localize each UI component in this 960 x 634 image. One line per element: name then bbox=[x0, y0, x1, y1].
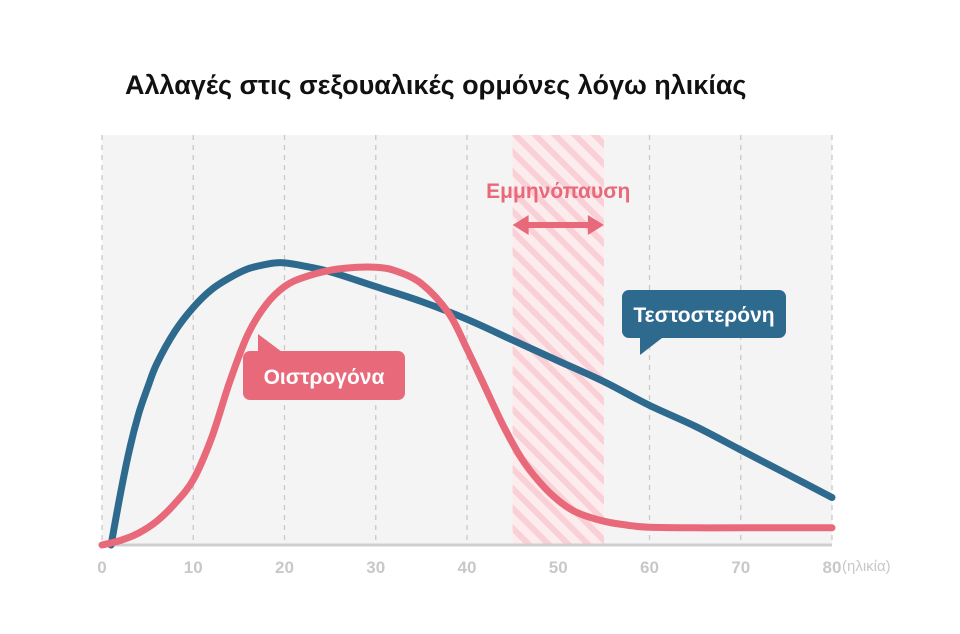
legend-label-estrogen: Οιστρογόνα bbox=[264, 366, 385, 389]
series-line-estrogen bbox=[98, 263, 836, 549]
menopause-band bbox=[512, 135, 604, 545]
x-tick-label: 40 bbox=[458, 558, 477, 577]
chart-title: Αλλαγές στις σεξουαλικές ορμόνες λόγω ηλ… bbox=[125, 70, 747, 100]
x-tick-label: 70 bbox=[731, 558, 750, 577]
legend-label-testosterone: Τεστοστερόνη bbox=[633, 304, 774, 327]
x-tick-label: 30 bbox=[366, 558, 385, 577]
menopause-range-arrow bbox=[512, 215, 604, 235]
x-tick-label: 10 bbox=[184, 558, 203, 577]
x-tick-label: 50 bbox=[549, 558, 568, 577]
x-tick-labels: 0 10 20 30 40 50 60 70 80 bbox=[97, 558, 841, 577]
arrow-head bbox=[587, 215, 604, 235]
arrow-head bbox=[512, 215, 529, 235]
x-tick-label: 0 bbox=[97, 558, 106, 577]
x-tick-label: 80 bbox=[823, 558, 842, 577]
menopause-label: Εμμηνόπαυση bbox=[486, 180, 630, 203]
testosterone-callout: Τεστοστερόνη bbox=[622, 290, 786, 355]
estrogen-callout: Οιστρογόνα bbox=[243, 334, 405, 400]
x-axis-label: (ηλικία) bbox=[842, 558, 891, 575]
x-tick-label: 60 bbox=[640, 558, 659, 577]
series-line-testosterone bbox=[107, 259, 836, 549]
x-tick-label: 20 bbox=[275, 558, 294, 577]
